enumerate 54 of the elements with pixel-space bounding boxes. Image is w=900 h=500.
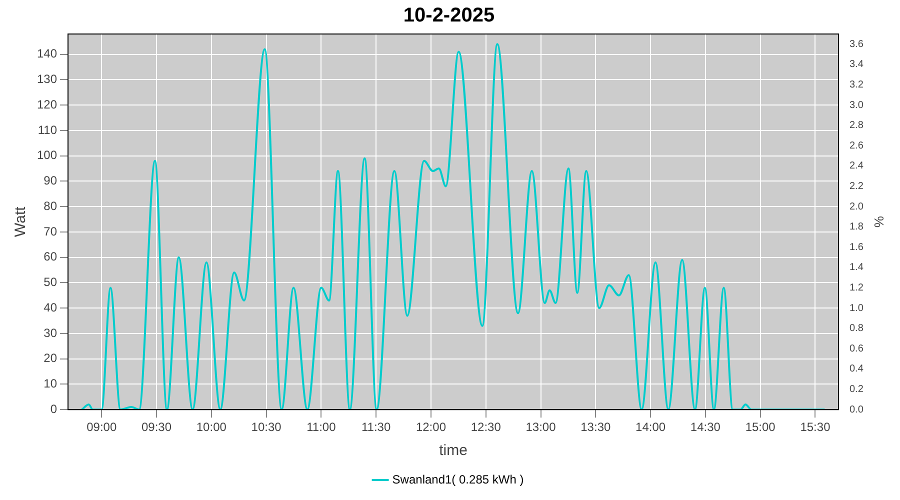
y2-tick-label: 0.8 <box>850 323 864 334</box>
x-tick-label: 14:30 <box>690 420 721 434</box>
y-tick-label: 20 <box>44 351 58 366</box>
x-tick-label: 14:00 <box>636 420 666 434</box>
y-tick-label: 100 <box>36 148 58 162</box>
x-tick-label: 09:30 <box>141 420 172 434</box>
y-tick-label: 60 <box>44 250 58 264</box>
y-tick-label: 70 <box>44 224 58 238</box>
y-tick-label: 90 <box>44 174 58 188</box>
y2-tick-label: 2.8 <box>850 120 864 132</box>
x-tick-label: 15:30 <box>800 420 831 434</box>
y-tick-label: 120 <box>36 97 58 112</box>
x-tick-label: 10:30 <box>251 420 282 434</box>
y-axis-title: Watt <box>12 206 30 237</box>
line-series <box>80 43 826 410</box>
y2-tick-label: 2.2 <box>850 181 864 192</box>
x-tick-label: 13:00 <box>526 420 556 434</box>
y-tick-label: 130 <box>36 72 58 86</box>
x-tick-label: 13:30 <box>580 420 611 434</box>
x-axis-title: time <box>439 442 468 460</box>
y2-tick-label: 3.2 <box>850 80 864 91</box>
y2-tick-label: 0.4 <box>850 364 864 375</box>
y2-tick-label: 1.4 <box>850 262 864 274</box>
y-tick-label: 110 <box>38 122 58 137</box>
y2-axis-title: % <box>872 216 887 228</box>
x-tick-label: 11:30 <box>362 420 391 434</box>
y-tick-label: 0 <box>50 402 58 416</box>
y2-tick-label: 0.2 <box>850 384 864 396</box>
x-tick-label: 12:00 <box>416 420 446 434</box>
y-tick-label: 50 <box>44 275 58 290</box>
y2-tick-label: 0.6 <box>850 343 864 354</box>
x-tick-label: 11:00 <box>306 420 336 434</box>
y2-tick-label: 3.4 <box>850 59 864 70</box>
y2-tick-label: 1.6 <box>850 242 864 253</box>
y-tick-label: 30 <box>44 326 58 340</box>
x-tick-label: 09:00 <box>86 420 117 434</box>
y-tick-label: 10 <box>44 376 58 391</box>
y-tick-label: 40 <box>44 300 58 314</box>
y2-tick-label: 1.0 <box>850 302 864 314</box>
y2-tick-label: 1.2 <box>850 282 864 294</box>
chart-title: 10-2-2025 <box>403 4 495 27</box>
y2-tick-label: 0.0 <box>850 404 864 416</box>
y2-tick-label: 2.4 <box>850 160 864 172</box>
y2-tick-label: 2.0 <box>850 201 864 212</box>
y2-tick-label: 1.8 <box>850 222 864 233</box>
y-tick-label: 140 <box>36 46 58 61</box>
y2-tick-label: 2.6 <box>850 140 864 152</box>
x-tick-label: 10:00 <box>196 420 227 434</box>
y2-tick-label: 3.0 <box>850 100 864 111</box>
x-tick-label: 15:00 <box>745 420 776 434</box>
y2-tick-label: 3.6 <box>850 38 864 50</box>
y-tick-label: 80 <box>44 198 58 213</box>
legend-label: Swanland1( 0.285 kWh ) <box>392 472 524 486</box>
x-tick-label: 12:30 <box>470 420 502 434</box>
